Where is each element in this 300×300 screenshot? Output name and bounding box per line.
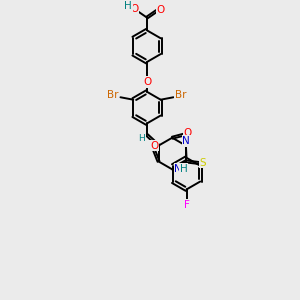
Text: O: O [157, 5, 165, 15]
Text: S: S [200, 158, 206, 168]
Text: O: O [143, 77, 152, 87]
Text: O: O [150, 141, 158, 151]
Text: O: O [184, 128, 192, 139]
Text: O: O [130, 4, 138, 14]
Text: F: F [184, 200, 190, 210]
Text: N: N [182, 136, 190, 146]
Text: H: H [180, 164, 188, 174]
Text: Br: Br [107, 90, 118, 100]
Text: H: H [124, 1, 132, 11]
Text: H: H [138, 134, 145, 142]
Text: Br: Br [175, 90, 187, 100]
Text: N: N [174, 164, 182, 174]
